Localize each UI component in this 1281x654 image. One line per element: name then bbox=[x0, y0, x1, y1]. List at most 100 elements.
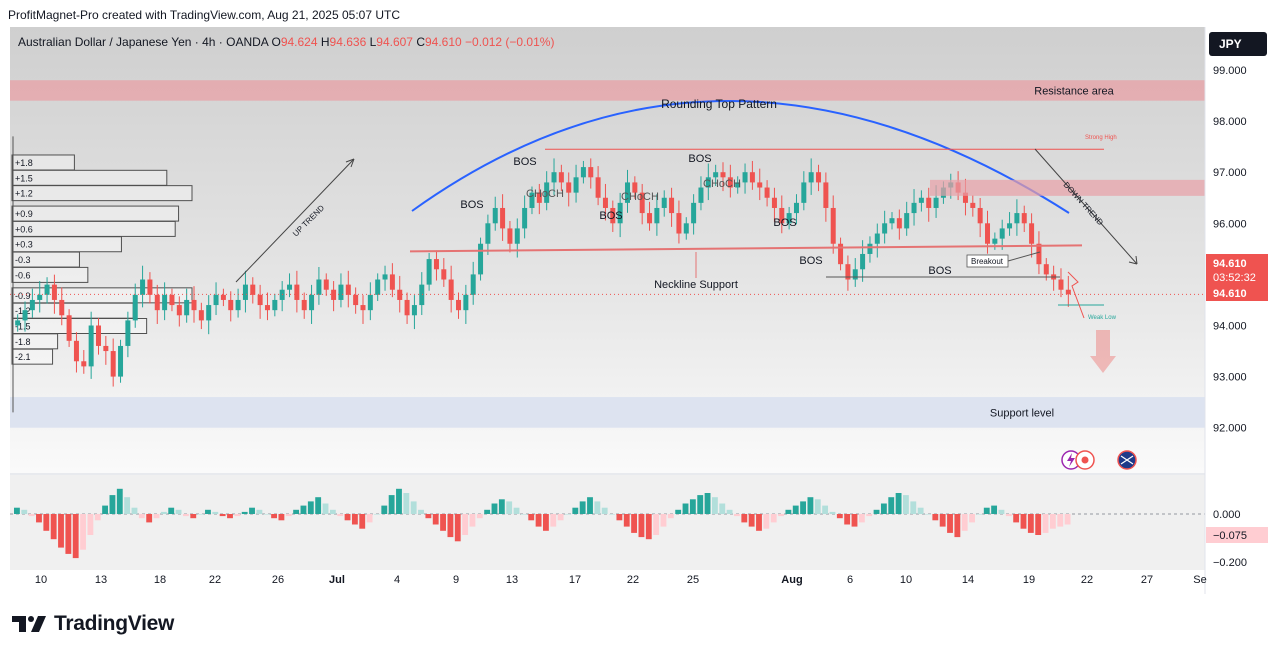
candle-body bbox=[816, 172, 822, 183]
candle-body bbox=[852, 269, 858, 280]
histogram-bar bbox=[337, 514, 344, 517]
choch-label: CHoCH bbox=[621, 191, 659, 203]
histogram-bar bbox=[697, 495, 704, 514]
down-trend-arrowhead bbox=[1128, 255, 1138, 265]
candle-body bbox=[749, 172, 755, 183]
candle-body bbox=[309, 294, 315, 311]
volume-profile-bar bbox=[11, 205, 180, 222]
histogram-bar bbox=[58, 514, 64, 548]
histogram-bar bbox=[579, 501, 586, 514]
histogram-bar bbox=[954, 514, 961, 538]
histogram-bar bbox=[36, 514, 42, 523]
candle-body bbox=[294, 284, 300, 300]
candle-body bbox=[911, 202, 917, 214]
histogram-bar bbox=[322, 503, 329, 514]
histogram-bar bbox=[880, 503, 887, 514]
candle-body bbox=[353, 294, 359, 306]
candle-body bbox=[110, 351, 116, 377]
tradingview-logo[interactable]: TradingView bbox=[12, 612, 174, 636]
histogram-bar bbox=[829, 511, 836, 514]
histogram-bar bbox=[756, 514, 762, 531]
candle-body bbox=[206, 305, 212, 321]
candle-body bbox=[198, 310, 204, 321]
histogram-bar bbox=[138, 514, 145, 519]
candle-body bbox=[29, 299, 35, 311]
histogram-bar bbox=[249, 507, 255, 514]
histogram-bar bbox=[418, 509, 424, 514]
candle-body bbox=[441, 269, 447, 280]
volume-profile-bar bbox=[11, 185, 193, 202]
histogram-bar bbox=[616, 514, 623, 521]
histogram-bar bbox=[263, 514, 270, 515]
candle-body bbox=[59, 299, 65, 316]
histogram-bar bbox=[212, 511, 219, 514]
histogram-bar bbox=[520, 514, 527, 515]
candle-body bbox=[1021, 213, 1027, 224]
volume-profile-label: +1.8 bbox=[15, 158, 33, 168]
resistance-label: Resistance area bbox=[1034, 85, 1114, 97]
candle-body bbox=[22, 310, 28, 321]
candle-body bbox=[345, 284, 351, 295]
currency-button[interactable]: JPY bbox=[1209, 32, 1267, 56]
histogram-bar bbox=[50, 514, 57, 540]
candle-body bbox=[793, 202, 799, 214]
histogram-bar bbox=[351, 514, 358, 525]
candle-body bbox=[162, 294, 168, 311]
histogram-bar bbox=[447, 514, 454, 538]
histogram-bar bbox=[175, 509, 182, 514]
histogram-bar bbox=[124, 497, 131, 514]
candle-body bbox=[264, 305, 270, 311]
histogram-bar bbox=[1042, 514, 1049, 533]
price-axis[interactable]: 99.00098.00097.00096.00095.00094.00093.0… bbox=[1206, 65, 1268, 569]
histogram-bar bbox=[814, 499, 821, 514]
bos-label: BOS bbox=[599, 210, 622, 222]
volume-profile-label: +1.5 bbox=[15, 173, 33, 183]
event-icons[interactable] bbox=[1061, 450, 1137, 470]
histogram-bar bbox=[381, 505, 388, 514]
histogram-bar bbox=[947, 514, 953, 533]
bos-label: BOS bbox=[688, 153, 711, 165]
time-axis[interactable]: 10 13 18 22 26 Jul 4 9 13 17 22 25 Aug 6 10 14 19 22 27 Se bbox=[35, 574, 1207, 586]
time-tick-label: 17 bbox=[569, 574, 581, 586]
histogram-bar bbox=[711, 497, 718, 514]
candle-body bbox=[191, 299, 197, 311]
candle-body bbox=[448, 279, 454, 300]
candle-body bbox=[411, 305, 417, 316]
symbol-title[interactable]: Australian Dollar / Japanese Yen · 4h · … bbox=[18, 35, 269, 49]
histogram-bar bbox=[432, 514, 439, 525]
histogram-bar bbox=[660, 514, 667, 527]
low-value: 94.607 bbox=[376, 35, 413, 49]
candle-body bbox=[882, 223, 888, 234]
volume-profile-label: +0.9 bbox=[15, 209, 33, 219]
candle-body bbox=[147, 279, 153, 295]
histogram-bar bbox=[543, 514, 549, 531]
histogram-bar bbox=[917, 507, 924, 514]
strong-high-label: Strong High bbox=[1085, 135, 1117, 141]
histogram-bar bbox=[998, 509, 1005, 514]
histogram-bar bbox=[991, 505, 998, 514]
histogram-bar bbox=[80, 514, 86, 550]
candle-body bbox=[683, 223, 689, 234]
candle-body bbox=[962, 192, 968, 203]
histogram-bar bbox=[704, 493, 711, 514]
candle-body bbox=[375, 279, 381, 295]
candle-body bbox=[485, 223, 491, 244]
histogram-bar bbox=[131, 507, 138, 514]
neckline-line bbox=[409, 244, 1083, 253]
candle-body bbox=[522, 207, 528, 229]
flag-cross-icon bbox=[1120, 455, 1134, 465]
histogram-bar bbox=[513, 507, 520, 514]
volume-profile-label: -0.3 bbox=[15, 255, 31, 265]
histogram-bar bbox=[961, 514, 968, 531]
candle-body bbox=[382, 274, 388, 280]
histogram-bar bbox=[234, 514, 241, 517]
candle-body bbox=[492, 207, 498, 224]
candle-body bbox=[250, 284, 256, 295]
time-tick-label: 25 bbox=[687, 574, 699, 586]
candle-body bbox=[573, 177, 579, 193]
histogram-bar bbox=[1005, 514, 1012, 517]
price-tick-label: 96.000 bbox=[1213, 218, 1247, 230]
histogram-bar bbox=[785, 509, 792, 514]
histogram-bar bbox=[403, 493, 410, 514]
